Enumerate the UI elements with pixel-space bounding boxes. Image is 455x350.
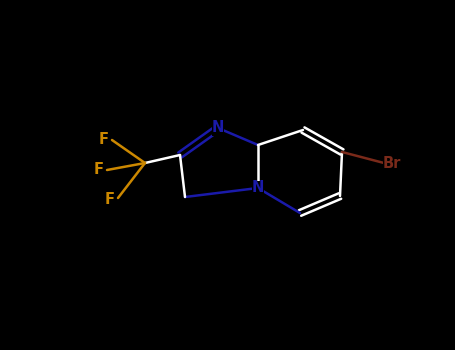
Text: F: F	[94, 162, 104, 177]
Text: N: N	[212, 120, 224, 135]
Text: N: N	[252, 181, 264, 196]
Text: Br: Br	[383, 155, 401, 170]
Text: F: F	[99, 133, 109, 147]
Text: F: F	[105, 193, 115, 208]
